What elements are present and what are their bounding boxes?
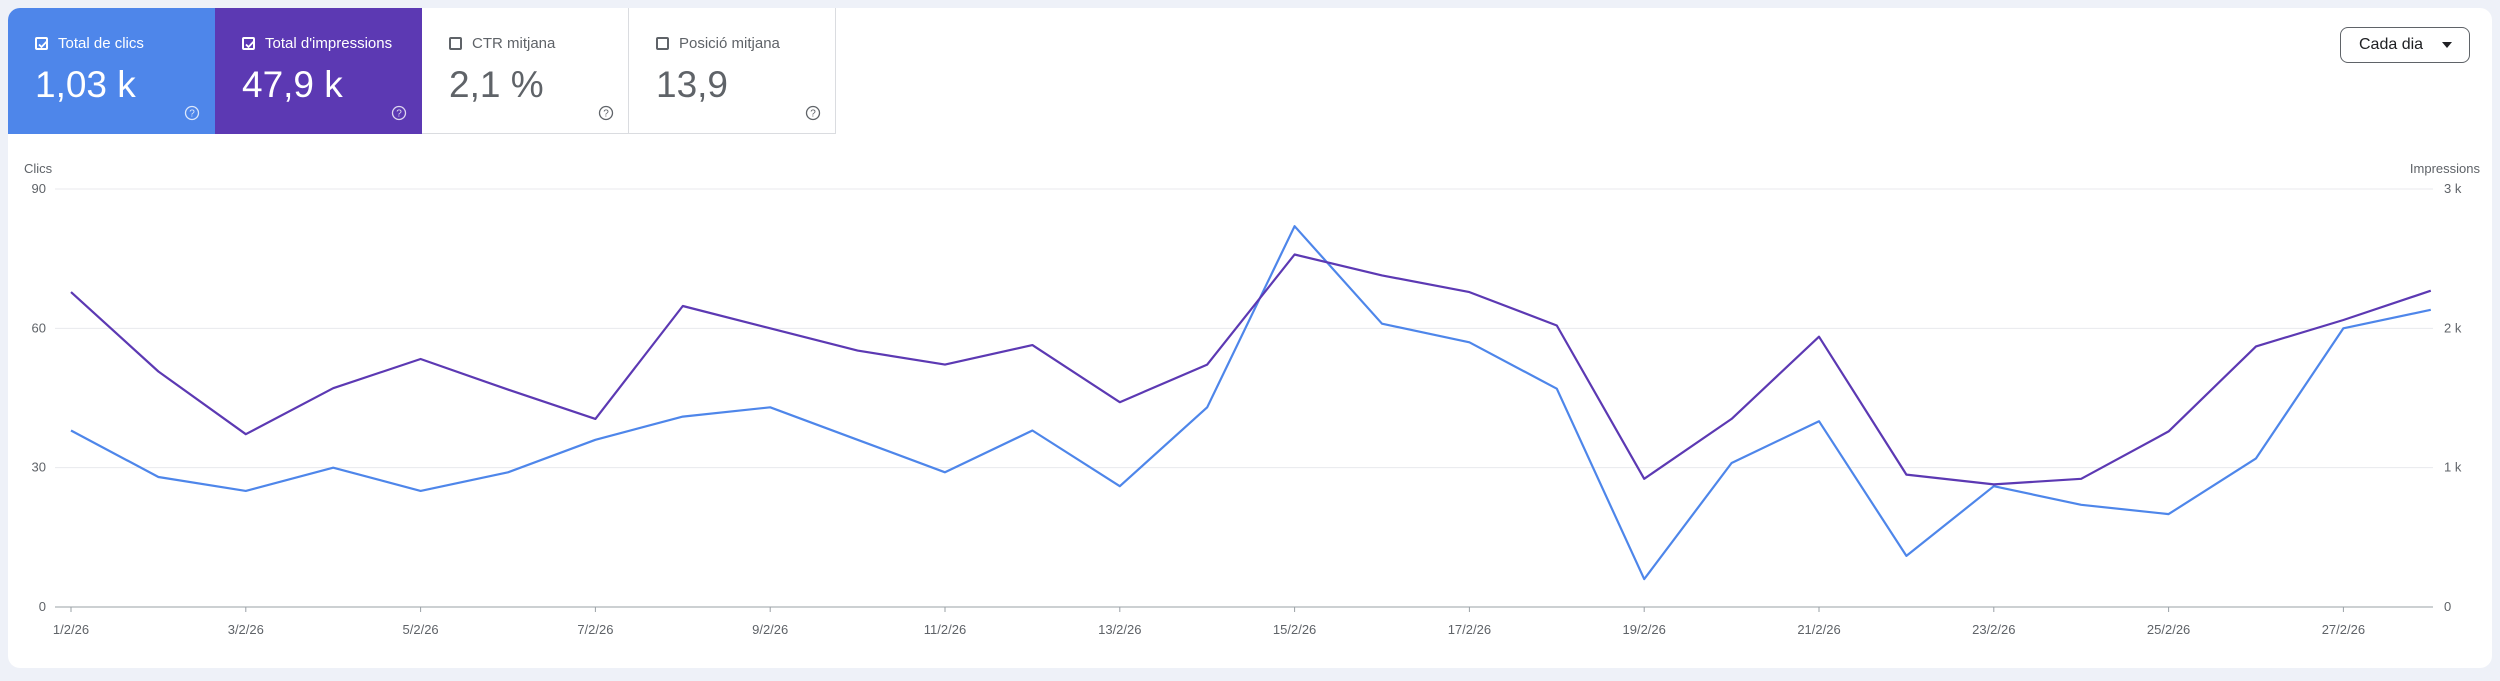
left-y-tick-label: 0	[39, 599, 46, 614]
x-tick-label: 7/2/26	[577, 622, 613, 637]
help-icon[interactable]: ?	[805, 105, 821, 121]
x-tick-label: 17/2/26	[1448, 622, 1491, 637]
performance-chart: 0 30 60 90 0 1 k 2 k 3 k 1/2/26 3/2/26 5/2/26 7/2/2…	[32, 181, 2462, 637]
help-icon[interactable]: ?	[391, 105, 407, 121]
x-tick-label: 15/2/26	[1273, 622, 1316, 637]
metric-total-clicks[interactable]: Total de clics 1,03 k ?	[8, 8, 215, 134]
left-y-tick-label: 60	[32, 320, 46, 335]
checkbox-unchecked-icon[interactable]	[449, 37, 462, 50]
x-tick-label: 1/2/26	[53, 622, 89, 637]
x-tick-label: 21/2/26	[1797, 622, 1840, 637]
left-y-tick-label: 90	[32, 181, 46, 196]
metric-average-ctr[interactable]: CTR mitjana 2,1 % ?	[422, 8, 629, 134]
left-y-tick-label: 30	[32, 460, 46, 475]
left-axis-title: Clics	[24, 161, 53, 176]
caret-down-icon	[2442, 42, 2452, 48]
metric-tabs: Total de clics 1,03 k ? Total d'impressi…	[8, 8, 836, 134]
svg-text:?: ?	[603, 109, 609, 120]
x-tick-label: 13/2/26	[1098, 622, 1141, 637]
right-y-tick-label: 0	[2444, 599, 2451, 614]
x-tick-label: 19/2/26	[1623, 622, 1666, 637]
checkbox-checked-icon[interactable]	[35, 37, 48, 50]
clicks-series-line	[70, 225, 2432, 581]
x-tick-label: 3/2/26	[228, 622, 264, 637]
metric-total-impressions[interactable]: Total d'impressions 47,9 k ?	[215, 8, 422, 134]
metric-value: 47,9 k	[242, 64, 343, 105]
granularity-dropdown[interactable]: Cada dia	[2340, 27, 2470, 63]
performance-card: Total de clics 1,03 k ? Total d'impressi…	[8, 8, 2492, 668]
impressions-series-line	[70, 253, 2432, 486]
metric-value: 1,03 k	[35, 64, 136, 105]
granularity-label: Cada dia	[2359, 36, 2424, 53]
right-y-tick-label: 1 k	[2444, 460, 2462, 475]
checkbox-unchecked-icon[interactable]	[656, 37, 669, 50]
x-tick-label: 23/2/26	[1972, 622, 2015, 637]
checkbox-checked-icon[interactable]	[242, 37, 255, 50]
right-axis-title: Impressions	[2409, 161, 2480, 176]
svg-text:?: ?	[396, 109, 402, 120]
metric-value: 2,1 %	[449, 64, 544, 105]
right-y-tick-label: 3 k	[2444, 181, 2462, 196]
svg-text:?: ?	[189, 109, 195, 120]
svg-text:?: ?	[810, 109, 816, 120]
x-tick-label: 25/2/26	[2147, 622, 2190, 637]
metric-value: 13,9	[656, 64, 729, 105]
x-tick-label: 9/2/26	[752, 622, 788, 637]
x-tick-label: 27/2/26	[2322, 622, 2365, 637]
help-icon[interactable]: ?	[598, 105, 614, 121]
metric-average-position[interactable]: Posició mitjana 13,9 ?	[629, 8, 836, 134]
help-icon[interactable]: ?	[184, 105, 200, 121]
x-tick-label: 11/2/26	[924, 622, 966, 637]
x-tick-label: 5/2/26	[403, 622, 439, 637]
right-y-tick-label: 2 k	[2444, 320, 2462, 335]
